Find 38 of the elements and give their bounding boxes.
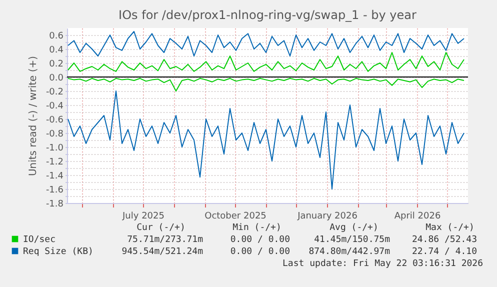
chart-title: IOs for /dev/prox1-nlnog-ring-vg/swap_1 - by year [118, 8, 417, 22]
y-axis-title: Units read (-) / write (+) [28, 56, 39, 176]
text: 0.00 / 0.00 [230, 247, 290, 257]
text: 945.54m/521.24m [122, 247, 203, 257]
text: 874.80m/442.97m [308, 247, 390, 257]
y-tick-label: -1.4 [46, 172, 64, 182]
text: Avg (-/+) [330, 223, 378, 233]
y-tick-label: 0.6 [49, 32, 64, 42]
y-tick-label: -1.6 [46, 186, 64, 196]
line-series [68, 31, 464, 56]
y-tick-label: -1.2 [46, 158, 64, 168]
text: Min (-/+) [232, 223, 282, 233]
y-tick-label: -1.0 [46, 144, 64, 154]
y-tick-label: -0.4 [46, 102, 64, 112]
y-tick-label: -0.2 [46, 88, 64, 98]
y-tick-label: -0.6 [46, 116, 64, 126]
y-tick-label: 0.0 [49, 74, 64, 84]
y-tick-label: 0.4 [49, 46, 64, 56]
y-tick-label: 0.2 [49, 60, 64, 70]
x-tick-label: January 2026 [296, 212, 358, 222]
x-tick-label: July 2025 [122, 212, 164, 222]
x-tick-label: April 2026 [394, 212, 441, 222]
text: Cur (-/+) [136, 223, 186, 233]
line-series [68, 90, 464, 190]
line-series [68, 78, 464, 92]
text: 0.00 / 0.00 [230, 235, 290, 245]
y-tick-label: -0.8 [46, 130, 64, 140]
text: 41.45m/150.75m [314, 235, 390, 245]
line-series [68, 52, 464, 72]
legend-label: Req Size (KB) [23, 247, 94, 257]
x-tick-label: October 2025 [204, 212, 266, 222]
text: 22.74 / 4.10 [412, 247, 477, 257]
text: Max (-/+) [426, 223, 474, 233]
text: 75.71m/273.71m [127, 235, 203, 245]
text: Last update: Fri May 22 03:16:31 2026 [282, 259, 483, 269]
y-tick-label: -1.8 [46, 200, 64, 210]
text: 24.86 /52.43 [412, 235, 477, 245]
legend-label: IO/sec [23, 235, 56, 245]
